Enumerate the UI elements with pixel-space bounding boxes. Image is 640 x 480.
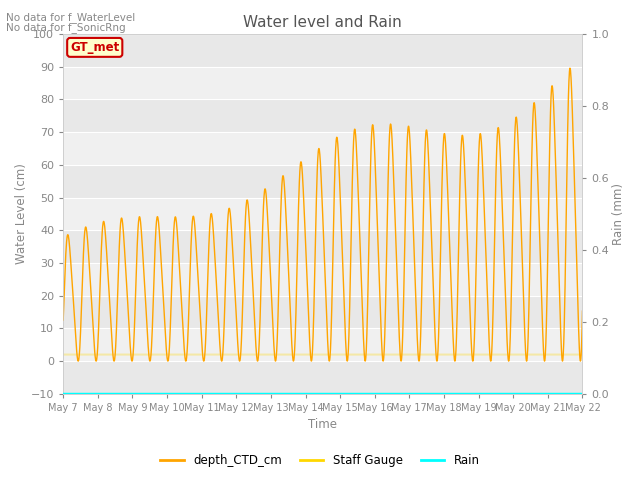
Staff Gauge [60,352,67,358]
Rain [563,391,571,396]
Title: Water level and Rain: Water level and Rain [243,15,402,30]
Bar [63,99,582,132]
Bar [63,328,582,361]
depth_CTD_cm [487,358,495,364]
Staff Gauge [563,352,571,358]
Y-axis label: Rain (mm): Rain (mm) [612,183,625,245]
Text: GT_met: GT_met [70,41,120,54]
Rain [60,391,67,396]
depth_CTD_cm [564,128,572,134]
Staff Gauge [86,352,93,358]
Rain [298,391,306,396]
Rain [86,391,93,396]
depth_CTD_cm [566,65,574,71]
Legend: depth_CTD_cm, Staff Gauge, Rain: depth_CTD_cm, Staff Gauge, Rain [156,449,484,472]
Rain [564,391,572,396]
depth_CTD_cm [564,142,572,147]
Rain [312,391,319,396]
depth_CTD_cm [312,227,319,232]
Bar [63,296,582,328]
X-axis label: Time: Time [308,419,337,432]
Bar [63,361,582,394]
Bar [63,67,582,99]
Bar [63,263,582,296]
Rain [579,391,586,396]
Bar [63,165,582,198]
depth_CTD_cm [298,165,306,170]
Y-axis label: Water Level (cm): Water Level (cm) [15,164,28,264]
Bar [63,132,582,165]
Bar [63,34,582,67]
depth_CTD_cm [579,308,586,314]
Staff Gauge [564,352,572,358]
Rain [468,391,476,396]
Staff Gauge [298,352,306,358]
Text: No data for f_WaterLevel: No data for f_WaterLevel [6,12,136,23]
depth_CTD_cm [468,353,476,359]
Staff Gauge [468,352,476,358]
Staff Gauge [579,352,586,358]
Bar [63,198,582,230]
Bar [63,230,582,263]
Line: depth_CTD_cm: depth_CTD_cm [63,68,582,361]
depth_CTD_cm [86,269,93,275]
Text: No data for f_SonicRng: No data for f_SonicRng [6,22,126,33]
Staff Gauge [312,352,319,358]
depth_CTD_cm [60,317,67,323]
